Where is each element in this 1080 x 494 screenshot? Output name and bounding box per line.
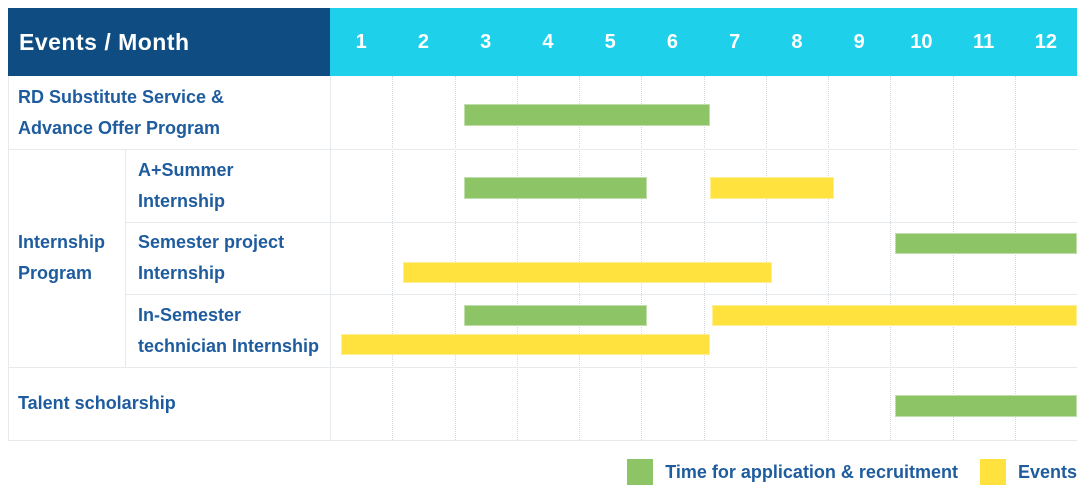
label-line: Advance Offer Program <box>18 117 221 138</box>
month-label-4: 4 <box>542 30 554 53</box>
legend-item-green: Time for application & recruitment <box>627 459 958 485</box>
table-left-border <box>8 76 9 440</box>
gantt-bar-green <box>463 177 648 199</box>
gantt-bar-green <box>463 104 710 126</box>
label-line: Semester project <box>138 232 285 252</box>
legend-label: Time for application & recruitment <box>665 461 958 482</box>
month-label-8: 8 <box>791 30 803 53</box>
legend-swatch-yellow <box>979 459 1006 485</box>
grid-line-vertical <box>828 76 829 440</box>
group-label-internship-program: Internship Program <box>8 149 330 367</box>
month-label-2: 2 <box>417 30 429 53</box>
month-label-12: 12 <box>1034 30 1057 53</box>
grid-line-vertical <box>454 76 456 440</box>
grid-line-horizontal <box>8 440 1077 441</box>
label-line: technician Internship <box>138 335 320 356</box>
grid-line-vertical <box>890 76 892 440</box>
grid-line-vertical <box>641 76 643 440</box>
grid-line-vertical <box>579 76 580 440</box>
row-label-semester-project: Semester project Internship <box>125 222 330 294</box>
header-title-cell: Events / Month <box>8 8 330 76</box>
label-line: Internship <box>138 263 226 283</box>
month-header-row: 1 2 3 4 5 6 7 8 9 10 11 12 <box>330 8 1077 76</box>
legend: Time for application & recruitment Events <box>627 459 1077 485</box>
label-line: Internship <box>18 232 106 252</box>
grid-line-horizontal <box>8 367 1077 368</box>
gantt-bar-yellow <box>341 334 710 355</box>
row-label-a-plus-summer: A+Summer Internship <box>125 149 330 222</box>
month-label-9: 9 <box>853 30 865 53</box>
legend-label: Events <box>1017 461 1077 482</box>
grid-line-horizontal <box>8 149 1077 150</box>
grid-line-vertical <box>392 76 394 440</box>
label-line: Program <box>18 263 93 283</box>
month-label-5: 5 <box>604 30 616 53</box>
month-label-6: 6 <box>666 30 678 53</box>
month-label-10: 10 <box>910 30 933 53</box>
label-line: RD Substitute Service & <box>18 86 225 107</box>
legend-swatch-green <box>627 459 654 485</box>
gantt-bar-yellow <box>709 177 835 199</box>
label-line: Internship <box>138 190 226 211</box>
header-title: Events / Month <box>19 28 190 55</box>
label-line: A+Summer <box>138 159 234 180</box>
grid-line-vertical <box>952 76 954 440</box>
month-label-7: 7 <box>729 30 741 53</box>
gantt-bar-green <box>895 395 1077 417</box>
gantt-bar-yellow <box>711 305 1077 326</box>
grid-line-horizontal <box>125 294 1077 295</box>
month-label-11: 11 <box>973 30 995 53</box>
grid-line-vertical <box>1014 76 1016 440</box>
chart-area-divider <box>330 76 331 440</box>
label-line: In-Semester <box>138 304 242 325</box>
row-label-in-semester-technician: In-Semester technician Internship <box>125 294 330 367</box>
gantt-bar-green <box>895 233 1077 254</box>
label-line: Talent scholarship <box>18 393 176 413</box>
row-label-rd-substitute: RD Substitute Service & Advance Offer Pro… <box>8 76 330 149</box>
group-column-divider <box>125 149 126 367</box>
grid-line-vertical <box>516 76 518 440</box>
month-label-3: 3 <box>480 30 492 53</box>
grid-line-horizontal <box>125 222 1077 223</box>
gantt-bar-yellow <box>402 262 772 283</box>
month-label-1: 1 <box>355 30 367 53</box>
legend-item-yellow: Events <box>979 459 1077 485</box>
row-label-talent-scholarship: Talent scholarship <box>8 367 330 440</box>
grid-line-vertical <box>765 76 767 440</box>
gantt-bar-green <box>463 305 648 326</box>
grid-line-vertical <box>703 76 705 440</box>
